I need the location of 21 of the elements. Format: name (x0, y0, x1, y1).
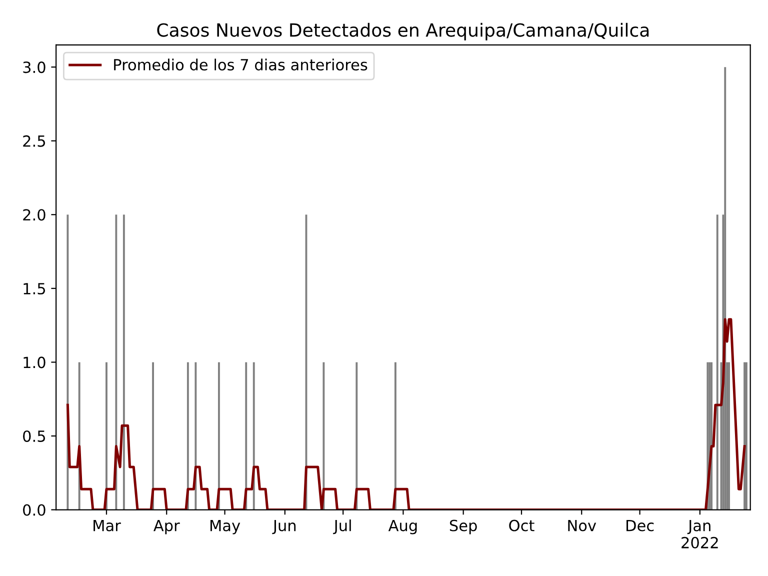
x-tick-label: Aug (388, 520, 417, 534)
y-tick-label: 2.0 (23, 209, 46, 221)
x-tick-label: Mar (94, 520, 121, 532)
y-tick-label: 3.0 (23, 62, 46, 74)
y-tick-label: 0.5 (23, 430, 46, 442)
x-tick-label: Jun (272, 520, 296, 534)
y-tick-label: 1.0 (24, 356, 46, 368)
y-tick-label: 2.5 (23, 135, 46, 147)
chart-title: Casos Nuevos Detectados en Arequipa/Camana/Quilca (157, 22, 649, 40)
x-tick-label: Jan 2022 (682, 520, 718, 548)
x-tick-label: Oct (509, 520, 534, 532)
y-tick-label: 0.0 (23, 504, 46, 516)
line-series (66, 318, 746, 510)
x-tick-label: May (210, 520, 240, 534)
x-tick-label: Dec (626, 520, 654, 532)
legend-label: Promedio de los 7 dias anteriores (114, 58, 368, 71)
x-tick-label: Nov (568, 520, 596, 532)
x-tick-label: Sep (450, 520, 477, 534)
x-tick-label: Apr (154, 520, 180, 534)
x-tick-label: Jul (333, 519, 351, 534)
y-tick-label: 1.5 (24, 283, 46, 294)
